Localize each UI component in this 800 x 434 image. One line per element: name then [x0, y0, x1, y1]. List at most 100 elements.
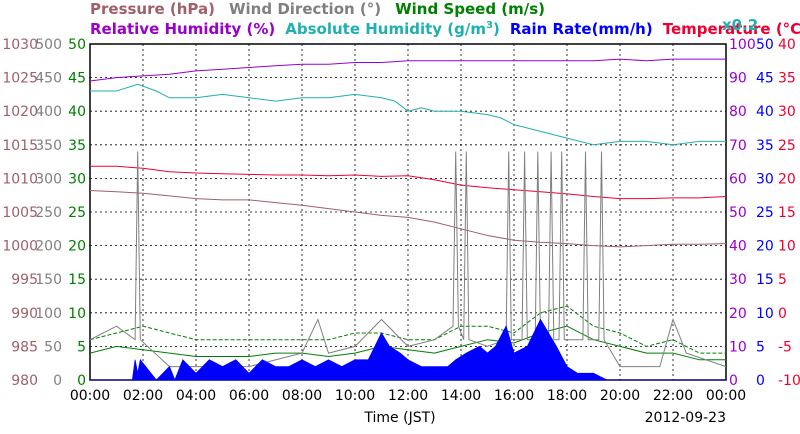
tick-label-wdir: 450 — [35, 71, 62, 87]
legend-wspd-text: Wind Speed (m/s) — [395, 0, 545, 18]
tick-label-pressure: 990 — [11, 306, 38, 322]
tick-label-pressure: 1030 — [2, 37, 38, 53]
tick-label-wspd: 45 — [68, 71, 86, 87]
tick-label-rain: 50 — [756, 37, 774, 53]
x-tick-label: 18:00 — [547, 388, 587, 404]
tick-label-rh: 70 — [729, 138, 747, 154]
series-rh — [89, 58, 726, 82]
series-ah — [90, 83, 726, 146]
legend-rh-text: Relative Humidity (%) — [90, 20, 275, 38]
legend-wdir-text: Wind Direction (°) — [229, 0, 381, 18]
series-rain — [90, 318, 726, 382]
y-axis-temp: 40 35 30 25 20 15 10 5 0 -5 -10 — [778, 37, 800, 389]
tick-label-temp: 5 — [778, 272, 787, 288]
tick-label-pressure: 1025 — [2, 71, 38, 87]
absolute-humidity-scale-note: x0.2 — [722, 16, 758, 34]
tick-label-temp: 30 — [778, 104, 796, 120]
tick-label-temp: 40 — [778, 37, 796, 53]
tick-label-rh: 40 — [729, 239, 747, 255]
tick-label-temp: 20 — [778, 171, 796, 187]
tick-label-temp: 10 — [778, 239, 796, 255]
tick-label-temp: 15 — [778, 205, 796, 221]
x-tick-label: 06:00 — [229, 388, 269, 404]
legend-rain: Rain Rate(mm/h) — [510, 20, 653, 38]
tick-label-pressure: 1005 — [2, 205, 38, 221]
tick-label-pressure: 1000 — [2, 239, 38, 255]
tick-label-temp: -5 — [778, 339, 792, 355]
tick-label-rh: 0 — [729, 373, 738, 389]
tick-label-pressure: 1020 — [2, 104, 38, 120]
tick-label-wspd: 10 — [68, 306, 86, 322]
tick-label-rain: 5 — [756, 339, 765, 355]
tick-label-wspd: 25 — [68, 205, 86, 221]
tick-label-rain: 0 — [756, 373, 765, 389]
tick-label-temp: -10 — [778, 373, 800, 389]
tick-label-rh: 30 — [729, 272, 747, 288]
tick-label-rain: 40 — [756, 104, 774, 120]
legend-wdir: Wind Direction (°) — [229, 0, 381, 18]
tick-label-rain: 45 — [756, 71, 774, 87]
tick-label-temp: 0 — [778, 306, 787, 322]
tick-label-pressure: 985 — [11, 339, 38, 355]
tick-label-rain: 25 — [756, 205, 774, 221]
tick-label-rain: 30 — [756, 171, 774, 187]
tick-label-wdir: 350 — [35, 138, 62, 154]
tick-label-rain: 20 — [756, 239, 774, 255]
series-pressure — [89, 190, 727, 248]
legend-pressure: Pressure (hPa) — [90, 0, 215, 18]
tick-label-wdir: 100 — [35, 306, 62, 322]
tick-label-rh: 10 — [729, 339, 747, 355]
legend-ah-close: ) — [493, 20, 500, 38]
tick-label-rh: 80 — [729, 104, 747, 120]
legend-wspd: Wind Speed (m/s) — [395, 0, 545, 18]
tick-label-wdir: 200 — [35, 239, 62, 255]
gridlines — [90, 44, 726, 380]
tick-label-wdir: 300 — [35, 171, 62, 187]
tick-label-rh: 60 — [729, 171, 747, 187]
tick-label-pressure: 1015 — [2, 138, 38, 154]
tick-label-wspd: 40 — [68, 104, 86, 120]
series-wspd — [89, 325, 726, 361]
x-tick-label: 02:00 — [123, 388, 163, 404]
legend-row-1: Pressure (hPa) Wind Direction (°) Wind Spe… — [90, 0, 545, 18]
legend-rain-text: Rain Rate(mm/h) — [510, 20, 653, 38]
tick-label-wspd: 5 — [77, 339, 86, 355]
tick-label-wdir: 150 — [35, 272, 62, 288]
x-tick-label: 04:00 — [176, 388, 216, 404]
x-tick-label: 20:00 — [600, 388, 640, 404]
tick-label-pressure: 1010 — [2, 171, 38, 187]
x-axis-title: Time (JST) — [363, 410, 435, 426]
tick-label-rh: 20 — [729, 306, 747, 322]
tick-label-wdir: 0 — [53, 373, 62, 389]
legend-temp-text: Temperature (°C) — [663, 20, 800, 38]
tick-label-pressure: 995 — [11, 272, 38, 288]
tick-label-wspd: 50 — [68, 37, 86, 53]
x-axis: 00:00 02:00 04:00 06:00 08:00 10:00 12:00 14:00… — [70, 388, 746, 404]
tick-label-wdir: 400 — [35, 104, 62, 120]
x-tick-label: 14:00 — [441, 388, 481, 404]
y-axes: 1030102510201015101010051000995990985980… — [2, 37, 800, 389]
tick-label-wspd: 0 — [77, 373, 86, 389]
tick-label-wspd: 30 — [68, 171, 86, 187]
tick-label-rh: 90 — [729, 71, 747, 87]
x-tick-label: 10:00 — [335, 388, 375, 404]
tick-label-rain: 35 — [756, 138, 774, 154]
tick-label-rh: 50 — [729, 205, 747, 221]
legend-rh: Relative Humidity (%) — [90, 20, 275, 38]
x-tick-label: 08:00 — [282, 388, 322, 404]
chart-date: 2012-09-23 — [645, 410, 726, 426]
series-temp — [90, 165, 727, 200]
x-tick-label: 22:00 — [653, 388, 693, 404]
x-tick-label: 00:00 — [706, 388, 746, 404]
tick-label-wdir: 50 — [44, 339, 62, 355]
legend-ah-text: Absolute Humidity (g/m — [285, 20, 486, 38]
series-layer — [89, 58, 727, 382]
tick-label-temp: 35 — [778, 71, 796, 87]
tick-label-wspd: 20 — [68, 239, 86, 255]
x-tick-label: 16:00 — [494, 388, 534, 404]
tick-label-rain: 10 — [756, 306, 774, 322]
